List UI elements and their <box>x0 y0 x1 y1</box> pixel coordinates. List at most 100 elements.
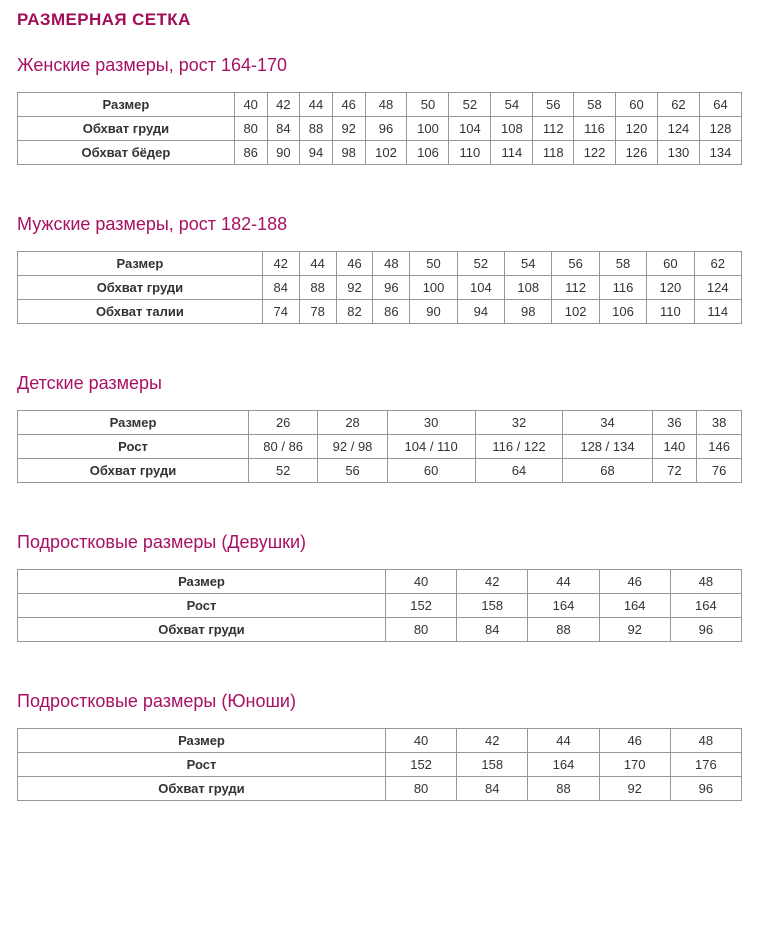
value-cell: 116 <box>573 116 617 141</box>
value-cell: 94 <box>456 299 506 324</box>
value-cell: 42 <box>456 569 529 594</box>
value-cell: 32 <box>474 410 564 435</box>
value-cell: 90 <box>266 140 301 165</box>
table-row: Обхват груди 84 88 92 96 100 104 108 112 116 120 12… <box>17 275 743 300</box>
value-cell: 80 / 86 <box>247 434 319 459</box>
value-cell: 88 <box>298 275 337 300</box>
value-cell: 46 <box>331 92 366 117</box>
value-cell: 114 <box>490 140 534 165</box>
size-table-body: Размер 40 42 44 46 48 Рост 152 158 164 164 164 Обхва… <box>17 569 743 642</box>
value-cell: 84 <box>456 617 529 642</box>
value-cell: 60 <box>646 251 695 276</box>
value-cell: 50 <box>409 251 458 276</box>
value-cell: 56 <box>551 251 600 276</box>
section-heading: Мужские размеры, рост 182-188 <box>17 214 288 234</box>
row-label: Обхват груди <box>17 275 263 300</box>
value-cell: 44 <box>527 728 600 753</box>
size-table-body: Размер 40 42 44 46 48 50 52 54 56 58 60 62 64 Обхват г… <box>17 92 743 165</box>
value-cell: 92 <box>331 116 366 141</box>
value-cell: 52 <box>247 458 319 483</box>
table-row: Обхват груди 80 84 88 92 96 <box>17 776 743 801</box>
value-cell: 104 / 110 <box>386 434 476 459</box>
size-chart-page: РАЗМЕРНАЯ СЕТКА Женские размеры, рост 16… <box>17 10 743 801</box>
value-cell: 164 <box>527 752 600 777</box>
value-cell: 92 <box>598 617 671 642</box>
page-title: РАЗМЕРНАЯ СЕТКА <box>17 10 191 29</box>
size-table-body: Размер 26 28 30 32 34 36 38 Рост 80 / 86 92 / 98 10… <box>17 410 742 483</box>
section-heading: Подростковые размеры (Юноши) <box>17 691 296 711</box>
value-cell: 120 <box>615 116 658 141</box>
value-cell: 158 <box>456 752 529 777</box>
value-cell: 56 <box>317 458 388 483</box>
value-cell: 112 <box>532 116 575 141</box>
value-cell: 46 <box>598 569 671 594</box>
value-cell: 60 <box>615 92 658 117</box>
value-cell: 40 <box>384 569 458 594</box>
value-cell: 46 <box>598 728 671 753</box>
section-heading: Женские размеры, рост 164-170 <box>17 55 288 75</box>
value-cell: 124 <box>693 275 743 300</box>
value-cell: 106 <box>598 299 648 324</box>
value-cell: 152 <box>384 593 458 618</box>
value-cell: 54 <box>490 92 534 117</box>
value-cell: 68 <box>562 458 653 483</box>
value-cell: 102 <box>551 299 600 324</box>
value-cell: 102 <box>364 140 408 165</box>
row-label: Размер <box>17 728 386 753</box>
size-table-body: Размер 40 42 44 46 48 Рост 152 158 164 170 176 Обхва… <box>17 728 743 801</box>
size-table: Размер 40 42 44 46 48 Рост 152 158 164 170 176 Обхва… <box>17 728 743 801</box>
table-row: Обхват груди 52 56 60 64 68 72 76 <box>17 458 742 483</box>
row-label: Обхват груди <box>17 458 249 483</box>
row-label: Обхват груди <box>17 116 235 141</box>
size-table: Размер 42 44 46 48 50 52 54 56 58 60 62 Обхват груди… <box>17 251 743 324</box>
value-cell: 42 <box>456 728 529 753</box>
value-cell: 86 <box>233 140 268 165</box>
value-cell: 78 <box>298 299 337 324</box>
table-row: Размер 40 42 44 46 48 50 52 54 56 58 60 62 64 <box>17 92 743 117</box>
sections-container: Женские размеры, рост 164-170 Размер 40 42… <box>17 54 743 801</box>
value-cell: 28 <box>317 410 388 435</box>
value-cell: 72 <box>651 458 698 483</box>
table-row: Размер 26 28 30 32 34 36 38 <box>17 410 742 435</box>
value-cell: 126 <box>615 140 658 165</box>
size-section: Подростковые размеры (Девушки) Размер 40 4… <box>17 531 743 642</box>
value-cell: 38 <box>696 410 742 435</box>
value-cell: 86 <box>372 299 411 324</box>
value-cell: 96 <box>669 617 743 642</box>
value-cell: 92 / 98 <box>317 434 388 459</box>
value-cell: 110 <box>646 299 695 324</box>
value-cell: 134 <box>698 140 743 165</box>
size-table-body: Размер 42 44 46 48 50 52 54 56 58 60 62 Обхват груди… <box>17 251 743 324</box>
value-cell: 82 <box>335 299 374 324</box>
value-cell: 164 <box>669 593 743 618</box>
value-cell: 164 <box>598 593 671 618</box>
value-cell: 42 <box>261 251 300 276</box>
value-cell: 108 <box>504 275 553 300</box>
value-cell: 80 <box>233 116 268 141</box>
value-cell: 120 <box>646 275 695 300</box>
size-table: Размер 26 28 30 32 34 36 38 Рост 80 / 86 92 / 98 10… <box>17 410 742 483</box>
value-cell: 84 <box>456 776 529 801</box>
value-cell: 88 <box>527 617 600 642</box>
value-cell: 80 <box>384 776 458 801</box>
value-cell: 128 <box>698 116 743 141</box>
value-cell: 74 <box>261 299 300 324</box>
row-label: Обхват бёдер <box>17 140 235 165</box>
value-cell: 84 <box>261 275 300 300</box>
value-cell: 176 <box>669 752 743 777</box>
value-cell: 36 <box>651 410 698 435</box>
value-cell: 88 <box>299 116 333 141</box>
value-cell: 112 <box>551 275 600 300</box>
row-label: Обхват груди <box>17 776 386 801</box>
value-cell: 52 <box>456 251 506 276</box>
value-cell: 92 <box>598 776 671 801</box>
value-cell: 58 <box>598 251 648 276</box>
row-label: Размер <box>17 251 263 276</box>
row-label: Рост <box>17 434 249 459</box>
section-heading: Подростковые размеры (Девушки) <box>17 532 307 552</box>
value-cell: 44 <box>298 251 337 276</box>
table-row: Обхват талии 74 78 82 86 90 94 98 102 106 110 114 <box>17 299 743 324</box>
table-row: Рост 80 / 86 92 / 98 104 / 110 116 / 122 128 … <box>17 434 742 459</box>
value-cell: 98 <box>331 140 366 165</box>
value-cell: 98 <box>504 299 553 324</box>
